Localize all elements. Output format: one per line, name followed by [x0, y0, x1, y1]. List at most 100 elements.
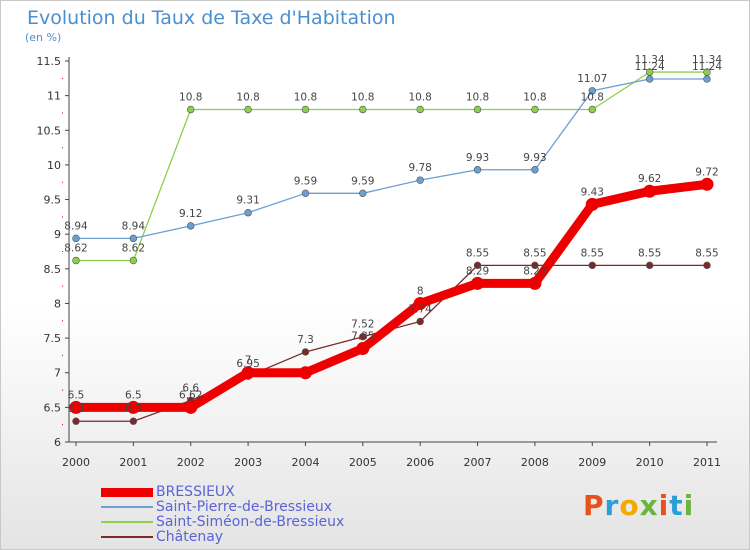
legend-swatch	[101, 536, 153, 538]
data-label: 10.8	[408, 91, 431, 103]
legend-label: Châtenay	[156, 529, 224, 545]
y-tick-label: 8.5	[44, 263, 62, 276]
data-label: 8	[417, 285, 424, 297]
y-tick-label: 6	[54, 436, 61, 449]
x-tick-label: 2002	[177, 456, 205, 469]
data-label: 10.8	[466, 91, 489, 103]
series-point-0	[585, 197, 599, 211]
data-label: 11.24	[692, 61, 722, 73]
data-label: 8.29	[523, 265, 546, 277]
data-label: 8.55	[638, 247, 661, 259]
data-label: 6.5	[68, 389, 85, 401]
series-point-0	[69, 400, 83, 414]
series-point-0	[184, 400, 198, 414]
data-label: 10.8	[523, 91, 546, 103]
series-point-3	[531, 261, 539, 270]
data-label: 8.62	[64, 243, 87, 255]
series-point-3	[359, 333, 367, 341]
data-label: 6.3	[68, 403, 85, 415]
data-label: 9.31	[236, 195, 259, 207]
data-label: 10.8	[351, 91, 374, 103]
data-label: 7.74	[408, 303, 432, 315]
series-point-1	[72, 234, 80, 243]
series-point-1	[187, 222, 195, 230]
x-tick-label: 2005	[349, 456, 377, 469]
logo-letter: i	[683, 489, 695, 522]
legend-item: BRESSIEUX	[101, 485, 421, 500]
data-label: 8.55	[523, 247, 546, 259]
x-tick-label: 2010	[636, 456, 664, 469]
x-tick-label: 2001	[119, 456, 147, 469]
series-point-2	[531, 105, 539, 114]
x-tick-label: 2011	[693, 456, 721, 469]
y-tick-label: 6.5	[44, 401, 62, 414]
data-label: 6.3	[125, 403, 142, 415]
y-tick-label: 7.5	[44, 332, 62, 345]
data-label: 9.93	[466, 152, 489, 164]
data-label: 9.59	[294, 175, 317, 187]
series-point-1	[588, 87, 596, 95]
data-label: 8.29	[466, 265, 489, 277]
data-label: 6.95	[236, 358, 259, 370]
data-label: 6.62	[179, 389, 202, 401]
data-label: 11.34	[692, 54, 722, 66]
data-label: 9.78	[408, 162, 431, 174]
series-point-3	[416, 317, 424, 326]
x-tick-label: 2008	[521, 456, 549, 469]
x-tick-label: 2006	[406, 456, 434, 469]
series-point-0	[643, 184, 657, 198]
data-label: 8.55	[695, 247, 718, 259]
series-point-1	[359, 189, 367, 198]
legend: BRESSIEUX Saint-Pierre-de-Bressieux Saint-…	[101, 485, 421, 545]
x-tick-label: 2009	[578, 456, 606, 469]
data-label: 9.62	[638, 173, 661, 185]
series-point-1	[129, 234, 138, 243]
series-point-1	[301, 189, 310, 198]
data-label: 10.8	[179, 91, 202, 103]
series-point-3	[129, 417, 138, 425]
series-point-3	[301, 348, 310, 356]
legend-label: BRESSIEUX	[156, 484, 235, 500]
series-point-3	[588, 261, 596, 270]
data-label: 9.72	[695, 166, 718, 178]
data-label: 9.93	[523, 152, 546, 164]
logo-letter: o	[619, 489, 640, 522]
series-point-0	[413, 296, 427, 310]
data-label: 10.8	[581, 91, 604, 103]
legend-swatch	[101, 487, 153, 497]
series-line-0	[71, 179, 712, 412]
series-point-1	[531, 166, 539, 174]
series-point-2	[416, 105, 424, 114]
data-label: 9.43	[581, 186, 604, 198]
series-point-3	[72, 417, 80, 425]
y-tick-label: 10	[47, 159, 61, 172]
series-point-2	[359, 105, 367, 114]
data-label: 11.34	[635, 54, 665, 66]
series-point-2	[129, 256, 138, 265]
series-point-2	[72, 256, 80, 265]
legend-label: Saint-Pierre-de-Bressieux	[156, 499, 332, 515]
series-line-1	[75, 78, 708, 239]
x-tick-label: 2004	[291, 456, 319, 469]
x-tick-label: 2000	[62, 456, 90, 469]
x-tick-label: 2007	[464, 456, 492, 469]
logo-letter: P	[583, 489, 605, 522]
series-point-0	[700, 177, 714, 191]
data-label: 8.62	[122, 243, 145, 255]
legend-swatch	[101, 521, 153, 523]
y-tick-label: 11.5	[37, 55, 62, 68]
series-point-2	[588, 105, 596, 114]
series-point-1	[473, 166, 482, 174]
series-point-2	[301, 105, 310, 114]
y-tick-label: 9	[54, 228, 61, 241]
legend-item: Saint-Pierre-de-Bressieux	[101, 500, 421, 515]
series-line-3	[75, 264, 708, 422]
legend-swatch	[101, 506, 153, 508]
series-point-3	[645, 261, 654, 270]
y-tick-label: 9.5	[44, 194, 62, 207]
series-point-1	[244, 209, 252, 217]
data-label: 11.07	[577, 73, 607, 85]
legend-item: Châtenay	[101, 530, 421, 545]
